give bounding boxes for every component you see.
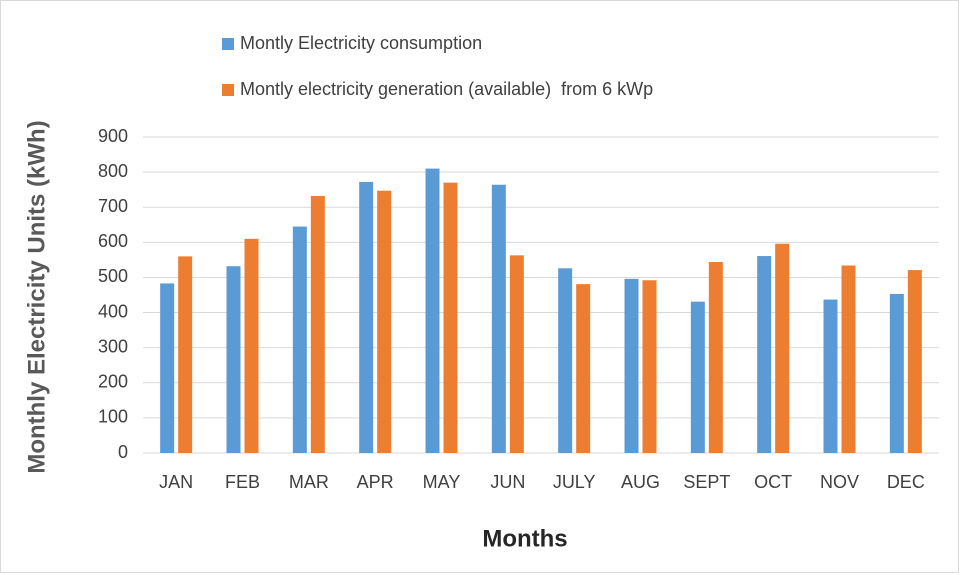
- y-axis-title: Monthly Electricity Units (kWh): [23, 120, 50, 473]
- bar: [624, 278, 639, 453]
- x-tick-label: NOV: [820, 472, 859, 492]
- bar: [690, 301, 705, 453]
- bar: [160, 283, 175, 453]
- x-tick-label: APR: [357, 472, 394, 492]
- y-tick-label: 200: [98, 372, 128, 392]
- legend-swatch: [222, 84, 234, 96]
- y-tick-label: 900: [98, 126, 128, 146]
- y-tick-label: 300: [98, 336, 128, 356]
- x-axis-title: Months: [482, 525, 567, 552]
- bar: [491, 184, 506, 454]
- bar: [292, 226, 307, 453]
- bar: [425, 168, 440, 453]
- bar: [907, 270, 922, 453]
- bar: [823, 299, 838, 453]
- x-tick-label: JAN: [159, 472, 193, 492]
- bar: [708, 261, 723, 453]
- y-tick-label: 600: [98, 231, 128, 251]
- x-tick-label: JUN: [490, 472, 525, 492]
- x-tick-label: FEB: [225, 472, 260, 492]
- x-tick-label: JULY: [553, 472, 596, 492]
- y-tick-label: 0: [118, 442, 128, 462]
- legend-label: Montly Electricity consumption: [240, 33, 482, 53]
- bar: [576, 284, 591, 453]
- bar: [244, 238, 259, 453]
- bar: [889, 293, 904, 453]
- legend-label: Montly electricity generation (available…: [240, 79, 653, 99]
- y-tick-label: 400: [98, 301, 128, 321]
- bar: [377, 190, 392, 453]
- y-tick-label: 100: [98, 407, 128, 427]
- x-tick-label: AUG: [621, 472, 660, 492]
- legend-swatch: [222, 38, 234, 50]
- bar: [841, 265, 856, 453]
- x-tick-label: SEPT: [683, 472, 730, 492]
- bar: [775, 243, 790, 453]
- x-tick-label: MAY: [423, 472, 461, 492]
- y-tick-label: 800: [98, 161, 128, 181]
- bar: [642, 280, 657, 453]
- x-tick-label: DEC: [887, 472, 925, 492]
- x-tick-label: MAR: [289, 472, 329, 492]
- bar: [509, 255, 524, 453]
- bar: [359, 181, 374, 454]
- y-tick-label: 500: [98, 266, 128, 286]
- bar: [178, 256, 193, 453]
- x-tick-label: OCT: [754, 472, 792, 492]
- bar: [226, 266, 241, 453]
- bar: [558, 268, 573, 453]
- bar: [757, 256, 772, 453]
- bar: [443, 182, 458, 453]
- y-tick-label: 700: [98, 196, 128, 216]
- bar: [310, 195, 325, 453]
